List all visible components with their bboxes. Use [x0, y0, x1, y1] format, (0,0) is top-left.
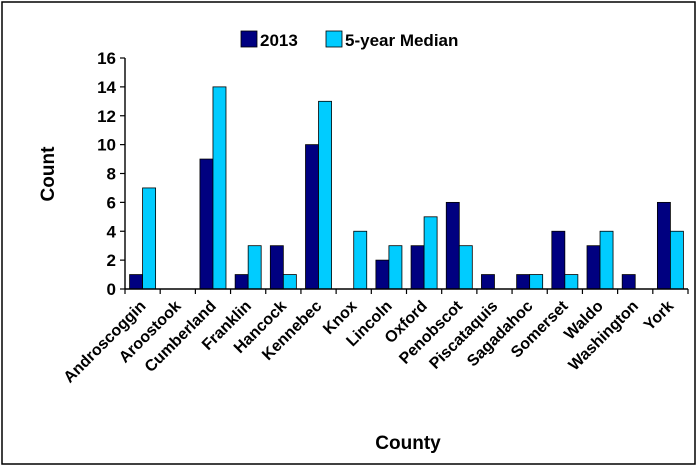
bar-2013-lincoln — [375, 259, 390, 290]
bar-2013-oxford — [410, 245, 425, 290]
bar-5-year-median-kennebec — [318, 100, 332, 290]
y-tick-label-2: 2 — [107, 251, 116, 270]
bar-5-year-median-somerset — [564, 274, 579, 290]
bar-2013-kennebec — [305, 144, 319, 290]
bar-5-year-median-cumberland — [212, 86, 227, 290]
bar-2013-androscoggin — [129, 274, 143, 290]
y-axis-title: Count — [38, 146, 59, 202]
bar-2013-penobscot — [445, 201, 460, 290]
x-axis-title: County — [375, 433, 441, 454]
y-tick-label-6: 6 — [107, 193, 116, 212]
bar-2013-hancock — [269, 245, 284, 290]
legend: 2013 5-year Median — [240, 30, 458, 50]
bar-5-year-median-androscoggin — [142, 187, 157, 290]
y-tick-label-14: 14 — [97, 78, 116, 97]
y-tick-label-10: 10 — [97, 136, 116, 155]
bar-5-year-median-knox — [353, 230, 368, 290]
bar-5-year-median-franklin — [247, 245, 262, 290]
bar-2013-somerset — [551, 230, 566, 290]
bar-5-year-median-waldo — [599, 230, 614, 290]
y-tick-label-8: 8 — [107, 165, 116, 184]
bar-5-year-median-york — [670, 230, 684, 290]
legend-swatch-2013 — [240, 30, 258, 48]
bar-2013-piscataquis — [481, 274, 495, 290]
bar-5-year-median-lincoln — [388, 245, 403, 290]
bar-5-year-median-oxford — [423, 216, 438, 290]
bar-2013-washington — [621, 274, 636, 290]
bar-2013-waldo — [586, 245, 601, 290]
bar-2013-york — [656, 201, 671, 290]
y-tick-label-0: 0 — [107, 280, 116, 299]
y-tick-label-12: 12 — [97, 107, 116, 126]
bar-2013-sagadahoc — [516, 274, 531, 290]
bar-5-year-median-sagadahoc — [529, 274, 544, 290]
bar-2013-cumberland — [199, 158, 214, 290]
bar-2013-franklin — [234, 274, 249, 290]
bar-5-year-median-hancock — [282, 274, 297, 290]
legend-label-5-year-median: 5-year Median — [345, 31, 458, 50]
bar-5-year-median-penobscot — [458, 245, 473, 290]
legend-swatch-5-year-median — [325, 30, 343, 48]
legend-label-2013: 2013 — [260, 31, 298, 50]
y-tick-label-4: 4 — [107, 222, 117, 241]
y-tick-label-16: 16 — [97, 49, 116, 68]
